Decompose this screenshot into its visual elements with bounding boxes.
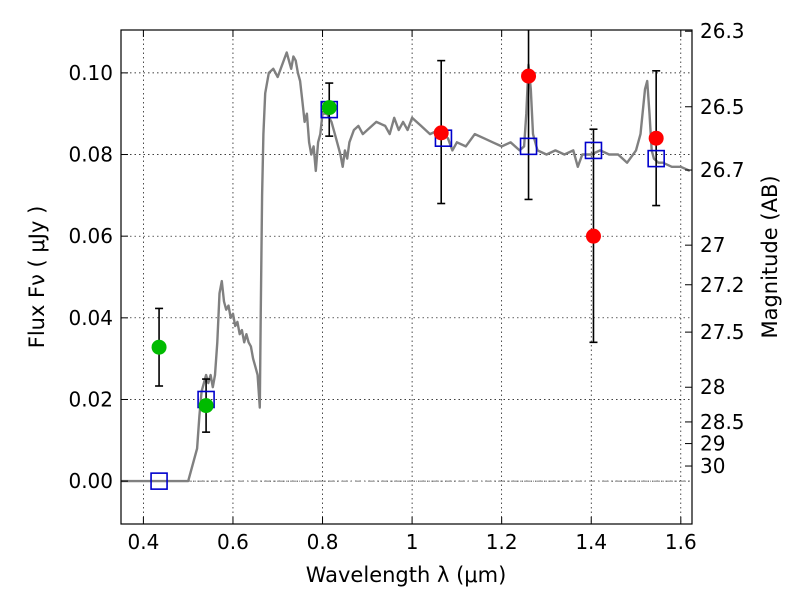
- photometry-points: [150, 68, 665, 490]
- y-axis-title: Flux Fν ( μJy ): [25, 206, 49, 349]
- error-bars: [155, 30, 661, 433]
- axis-ticks: [121, 30, 692, 524]
- measured-flux-point: [521, 68, 537, 84]
- x-tick-label: 1.6: [665, 530, 697, 554]
- y-tick-label: 0.02: [68, 387, 113, 411]
- measured-flux-point: [151, 339, 167, 355]
- grid-lines: [121, 30, 692, 524]
- model-flux-square: [647, 149, 665, 168]
- plot-frame: [120, 29, 693, 525]
- right-tick-label: 27.2: [700, 273, 745, 297]
- x-tick-label: 0.8: [307, 530, 339, 554]
- x-tick-label: 0.4: [127, 530, 159, 554]
- y-tick-label: 0.00: [68, 469, 113, 493]
- x-tick-label: 1: [406, 530, 419, 554]
- right-tick-label: 27.5: [700, 320, 745, 344]
- y-tick-label: 0.10: [68, 61, 113, 85]
- y-tick-label: 0.04: [68, 306, 113, 330]
- right-tick-label: 28.5: [700, 410, 745, 434]
- measured-flux-point: [433, 125, 449, 141]
- right-tick-label: 27: [700, 233, 725, 257]
- right-tick-label: 28: [700, 375, 725, 399]
- model-flux-square: [584, 141, 603, 160]
- measured-flux-point: [648, 130, 664, 146]
- right-tick-label: 30: [700, 454, 725, 478]
- x-tick-label: 1.2: [486, 530, 518, 554]
- measured-flux-point: [321, 100, 337, 116]
- measured-flux-point: [198, 398, 214, 414]
- model-flux-square: [519, 137, 538, 156]
- model-flux-square: [150, 472, 168, 490]
- tick-labels: 0.4 0.6 0.8 1 1.2 1.4 1.6 0.00 0.02 0.04 0.06 0.08 0…: [68, 19, 744, 554]
- right-tick-label: 29: [700, 432, 725, 456]
- model-spectrum: [121, 51, 691, 483]
- spectrum-line: [121, 51, 691, 483]
- y-tick-label: 0.06: [68, 224, 113, 248]
- right-axis-title: Magnitude (AB): [758, 175, 782, 338]
- x-tick-label: 0.6: [217, 530, 249, 554]
- measured-flux-point: [585, 228, 601, 244]
- x-axis-title: Wavelength λ (μm): [306, 563, 507, 587]
- y-tick-label: 0.08: [68, 143, 113, 167]
- right-tick-label: 26.7: [700, 158, 745, 182]
- right-tick-label: 26.3: [700, 19, 745, 43]
- x-tick-label: 1.4: [575, 530, 607, 554]
- right-tick-label: 26.5: [700, 95, 745, 119]
